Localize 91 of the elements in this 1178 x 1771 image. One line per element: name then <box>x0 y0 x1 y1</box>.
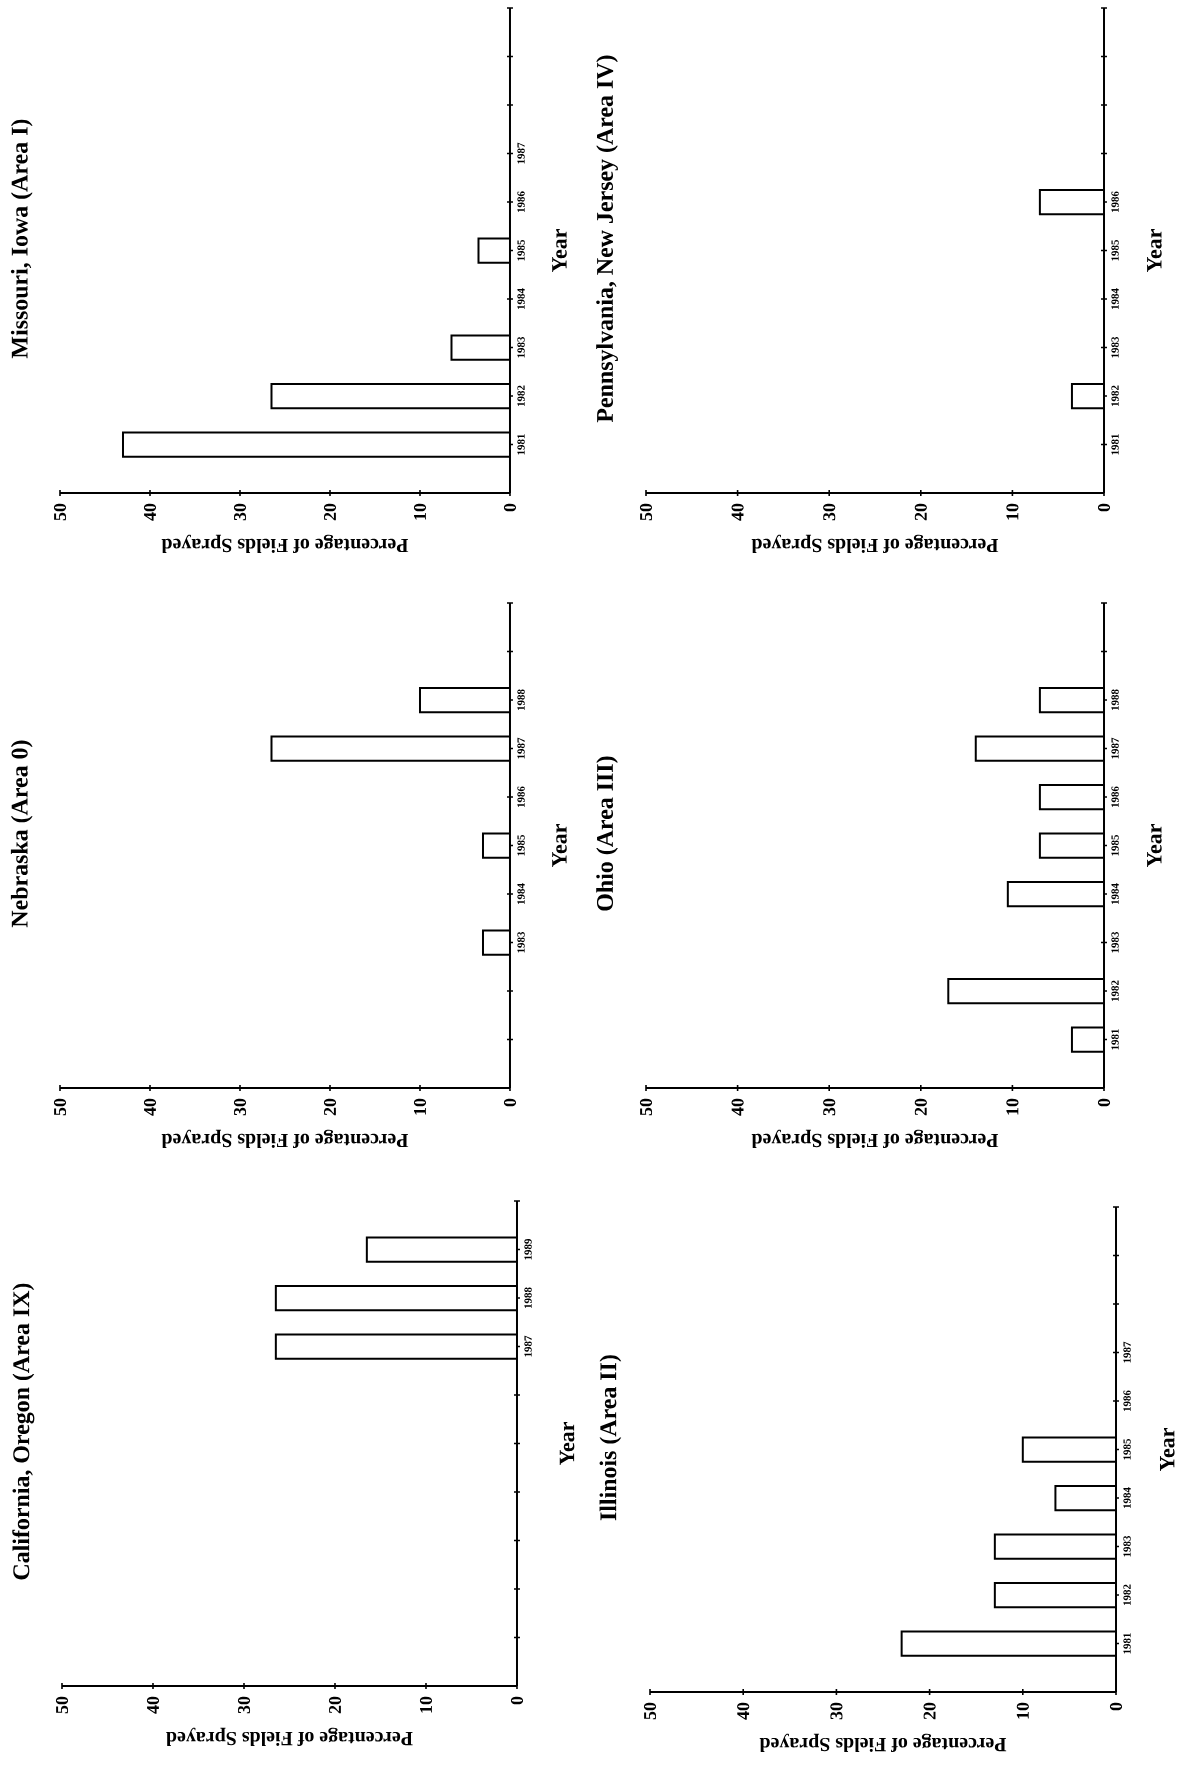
y-tick-label: 1981 <box>517 434 525 455</box>
x-tick-label: 20 <box>328 1696 342 1714</box>
y-tick-label: 1987 <box>517 142 525 164</box>
y-tick-label: 1986 <box>517 191 525 213</box>
y-tick-label: 1984 <box>1123 1487 1131 1509</box>
x-tick-label: 0 <box>1097 1098 1111 1107</box>
x-tick-label: 40 <box>143 503 157 521</box>
x-tick-label: 30 <box>830 1702 843 1720</box>
y-tick-label: 1983 <box>517 931 525 953</box>
y-tick-label: 1985 <box>1123 1438 1131 1460</box>
text: Missouri, Iowa (Area I) <box>10 119 33 359</box>
text: Ohio (Area III) <box>596 756 618 911</box>
x-tick-label: 20 <box>914 503 927 521</box>
x-axis-title: Percentage of Fields Sprayed <box>161 1129 409 1149</box>
y-tick-label: 1987 <box>524 1335 532 1357</box>
y-tick-label: 1983 <box>1123 1535 1131 1557</box>
x-tick-label: 40 <box>737 1702 750 1720</box>
x-tick-label: 30 <box>823 503 836 521</box>
x-tick-label: 20 <box>323 503 337 521</box>
x-tick-label: 0 <box>503 1098 517 1107</box>
text: California, Oregon (Area IX) <box>12 1283 35 1580</box>
x-axis-title: Percentage of Fields Sprayed <box>759 1733 1007 1753</box>
y-tick-label: 1982 <box>517 385 525 407</box>
y-tick-label: 1983 <box>517 336 525 358</box>
y-tick-label: 1985 <box>1111 834 1119 856</box>
y-tick-label: 1983 <box>1111 336 1119 358</box>
y-tick-label: 1982 <box>1123 1584 1131 1606</box>
y-tick-label: 1984 <box>1111 883 1119 905</box>
x-tick-label: 20 <box>323 1098 337 1116</box>
x-tick-label: 0 <box>1097 503 1111 512</box>
x-tick-label: 30 <box>233 503 247 521</box>
y-tick-label: 1982 <box>1111 385 1119 407</box>
y-tick-label: 1981 <box>1123 1633 1131 1654</box>
y-axis-title: Year <box>1147 824 1162 868</box>
x-axis-title: Percentage of Fields Sprayed <box>751 534 999 554</box>
x-tick-label: 10 <box>419 1696 433 1713</box>
x-tick-label: 30 <box>233 1098 247 1116</box>
x-tick-label: 40 <box>731 1098 744 1116</box>
x-tick-label: 30 <box>237 1696 251 1714</box>
x-tick-label: 50 <box>53 1098 67 1116</box>
y-tick-label: 1983 <box>1111 931 1119 953</box>
text: Pennsylvania, New Jersey (Area IV) <box>596 55 618 423</box>
x-tick-label: 0 <box>510 1696 524 1705</box>
y-axis-title: Year <box>1147 229 1162 273</box>
text: Nebraska (Area 0) <box>10 740 33 928</box>
x-tick-label: 20 <box>923 1702 936 1720</box>
x-tick-label: 10 <box>1016 1702 1029 1719</box>
y-tick-label: 1984 <box>1111 288 1119 310</box>
x-tick-label: 50 <box>643 1702 657 1720</box>
y-tick-label: 1986 <box>1111 786 1119 808</box>
x-tick-label: 40 <box>731 503 744 521</box>
text: Illinois (Area II) <box>599 1355 622 1521</box>
y-tick-label: 1985 <box>517 239 525 261</box>
x-tick-label: 0 <box>1109 1702 1123 1711</box>
y-tick-label: 1989 <box>524 1238 532 1260</box>
x-tick-label: 10 <box>1006 1098 1019 1115</box>
y-tick-label: 1986 <box>1111 191 1119 213</box>
x-tick-label: 50 <box>55 1696 69 1714</box>
x-tick-label: 20 <box>914 1098 927 1116</box>
x-tick-label: 30 <box>823 1098 836 1116</box>
y-tick-label: 1987 <box>517 737 525 759</box>
x-tick-label: 10 <box>413 503 427 520</box>
x-tick-label: 40 <box>146 1696 160 1714</box>
y-tick-label: 1986 <box>1123 1390 1131 1412</box>
x-tick-label: 50 <box>53 503 67 521</box>
y-axis-title: Year <box>559 1422 575 1466</box>
y-tick-label: 1982 <box>1111 980 1119 1002</box>
x-tick-label: 50 <box>639 1098 653 1116</box>
y-tick-label: 1985 <box>517 834 525 856</box>
x-tick-label: 0 <box>503 503 517 512</box>
y-tick-label: 1988 <box>524 1287 532 1309</box>
y-tick-label: 1987 <box>1123 1341 1131 1363</box>
x-tick-label: 40 <box>143 1098 157 1116</box>
y-tick-label: 1988 <box>1111 689 1119 711</box>
x-tick-label: 10 <box>413 1098 427 1115</box>
x-tick-label: 10 <box>1006 503 1019 520</box>
x-tick-label: 50 <box>639 503 653 521</box>
x-axis-title: Percentage of Fields Sprayed <box>161 534 409 554</box>
y-axis-title: Year <box>1159 1428 1175 1472</box>
y-tick-label: 1981 <box>1111 434 1119 455</box>
x-axis-title: Percentage of Fields Sprayed <box>166 1727 413 1747</box>
y-tick-label: 1986 <box>517 786 525 808</box>
y-tick-label: 1981 <box>1111 1029 1119 1050</box>
y-axis-title: Year <box>552 824 567 868</box>
y-tick-label: 1988 <box>517 689 525 711</box>
y-tick-label: 1984 <box>517 883 525 905</box>
y-tick-label: 1985 <box>1111 239 1119 261</box>
y-tick-label: 1987 <box>1111 737 1119 759</box>
x-axis-title: Percentage of Fields Sprayed <box>751 1129 999 1149</box>
y-tick-label: 1984 <box>517 288 525 310</box>
y-axis-title: Year <box>552 229 567 273</box>
